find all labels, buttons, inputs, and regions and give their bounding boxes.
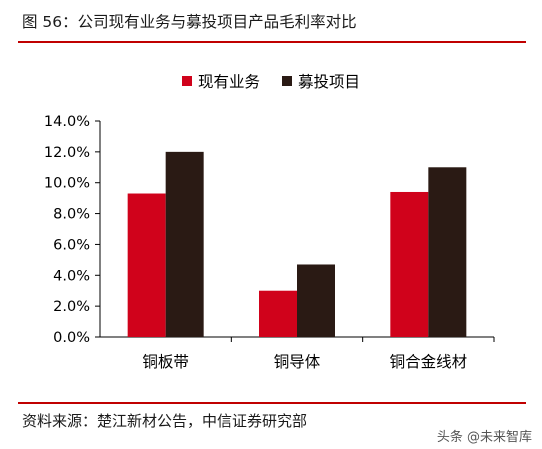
legend-swatch-current bbox=[181, 76, 192, 86]
watermark-text: 头条 @未来智库 bbox=[436, 430, 532, 445]
y-tick-label: 4.0% bbox=[53, 268, 90, 284]
figure-title: 图 56：公司现有业务与募投项目产品毛利率对比 bbox=[22, 13, 357, 31]
chart-legend: 现有业务 募投项目 bbox=[0, 70, 542, 92]
x-category-label: 铜合金线材 bbox=[390, 353, 468, 371]
y-tick-label: 8.0% bbox=[53, 207, 90, 223]
watermark: 头条 @未来智库 bbox=[437, 426, 532, 445]
x-category-label: 铜导体 bbox=[274, 353, 321, 371]
legend-item-project: 募投项目 bbox=[282, 70, 360, 92]
y-tick-label: 6.0% bbox=[53, 237, 90, 253]
y-tick-label: 12.0% bbox=[44, 145, 90, 161]
bar-current bbox=[259, 290, 297, 337]
legend-label-current: 现有业务 bbox=[197, 73, 260, 91]
bar-project bbox=[165, 151, 204, 337]
y-tick-label: 0.0% bbox=[53, 330, 90, 346]
bar-project bbox=[297, 264, 335, 337]
title-divider bbox=[18, 41, 526, 43]
bar-current bbox=[390, 191, 429, 337]
legend-item-current: 现有业务 bbox=[181, 70, 260, 92]
y-tick-label: 10.0% bbox=[44, 176, 90, 192]
bar-current bbox=[127, 193, 166, 337]
x-category-label: 铜板带 bbox=[142, 353, 189, 371]
y-tick-label: 2.0% bbox=[53, 299, 90, 315]
y-tick-label: 14.0% bbox=[44, 114, 90, 130]
legend-label-project: 募投项目 bbox=[298, 73, 361, 91]
legend-swatch-project bbox=[282, 76, 292, 86]
source-note: 资料来源：楚江新材公告，中信证券研究部 bbox=[22, 412, 308, 430]
bar-project bbox=[428, 167, 467, 337]
source-divider bbox=[18, 402, 526, 404]
